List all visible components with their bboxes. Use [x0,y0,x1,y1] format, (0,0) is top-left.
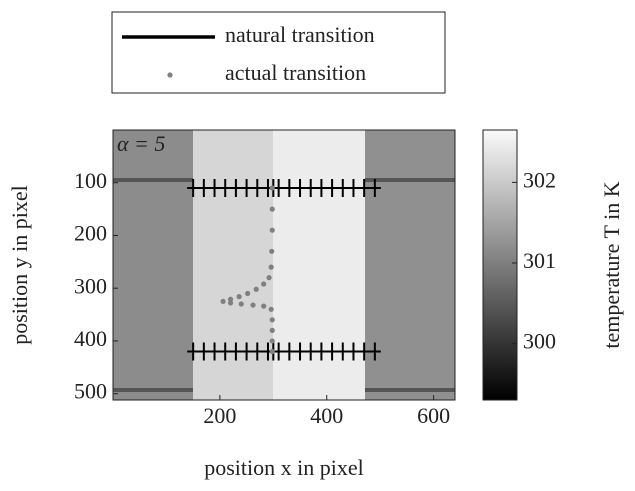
plus-marker [229,179,242,198]
plus-marker [315,342,328,361]
plus-marker [294,342,307,361]
x-tick-label: 400 [310,403,343,428]
dot-marker [245,290,251,297]
plus-marker [219,342,232,361]
plus-marker [368,342,381,361]
dot-marker [269,185,275,191]
y-tick-label: 300 [74,273,107,298]
x-tick-label: 200 [203,403,236,428]
plus-marker [208,179,221,198]
dot-marker [269,327,275,333]
plus-marker [304,342,317,361]
plus-marker [197,179,210,198]
dot-marker [261,303,267,309]
plus-marker [304,179,317,198]
dot-marker [269,227,275,233]
plus-marker [326,342,339,361]
colorbar [482,129,518,401]
plus-marker [368,179,381,198]
dot-marker [266,275,272,281]
y-tick-label: 400 [74,326,107,351]
plus-marker [251,179,264,198]
annotation: α = 5 [117,131,165,156]
colorbar-tick-label: 301 [523,248,556,273]
y-tick-label: 500 [74,379,107,404]
dot-marker [250,302,256,308]
plus-marker [187,179,200,198]
dot-marker [268,264,274,270]
dot-marker [269,348,275,355]
dot-marker [261,281,267,287]
x-tick-label: 600 [417,403,450,428]
dot-marker [269,248,275,254]
plus-marker [240,342,253,361]
plus-marker [208,342,221,361]
plus-marker [294,179,307,198]
x-axis-label: position x in pixel [204,455,364,480]
plus-marker [347,179,360,198]
dot-marker [253,286,259,292]
dot-marker [238,301,244,307]
y-tick-label: 200 [74,221,107,246]
dot-marker [220,298,226,304]
legend-dot [167,72,173,78]
dot-marker [227,296,234,302]
dot-marker [269,317,275,323]
plus-marker [283,179,296,198]
dot-marker [268,306,274,312]
dot-marker [269,206,275,212]
dot-marker [269,338,275,344]
plus-marker [229,342,242,361]
plus-marker [187,342,200,361]
plus-marker [197,342,210,361]
plus-marker [358,179,371,198]
legend-label: natural transition [225,22,375,47]
plus-marker [358,342,371,361]
plus-marker [315,179,328,198]
colorbar-tick-label: 300 [523,329,556,354]
dot-marker [227,300,234,306]
y-axis-label: position y in pixel [7,185,32,345]
plus-marker [251,342,264,361]
plus-marker [336,179,349,198]
y-tick-label: 100 [74,168,107,193]
colorbar-tick-label: 302 [523,167,556,192]
legend [111,11,446,94]
plus-marker [336,342,349,361]
plus-marker [283,342,296,361]
colorbar-label: temperature T in K [599,181,624,348]
plus-marker [347,342,360,361]
legend-label: actual transition [225,60,366,85]
plus-marker [219,179,232,198]
plus-marker [326,179,339,198]
dot-marker [236,294,242,300]
plus-marker [240,179,253,198]
heatmap-image [112,129,456,401]
